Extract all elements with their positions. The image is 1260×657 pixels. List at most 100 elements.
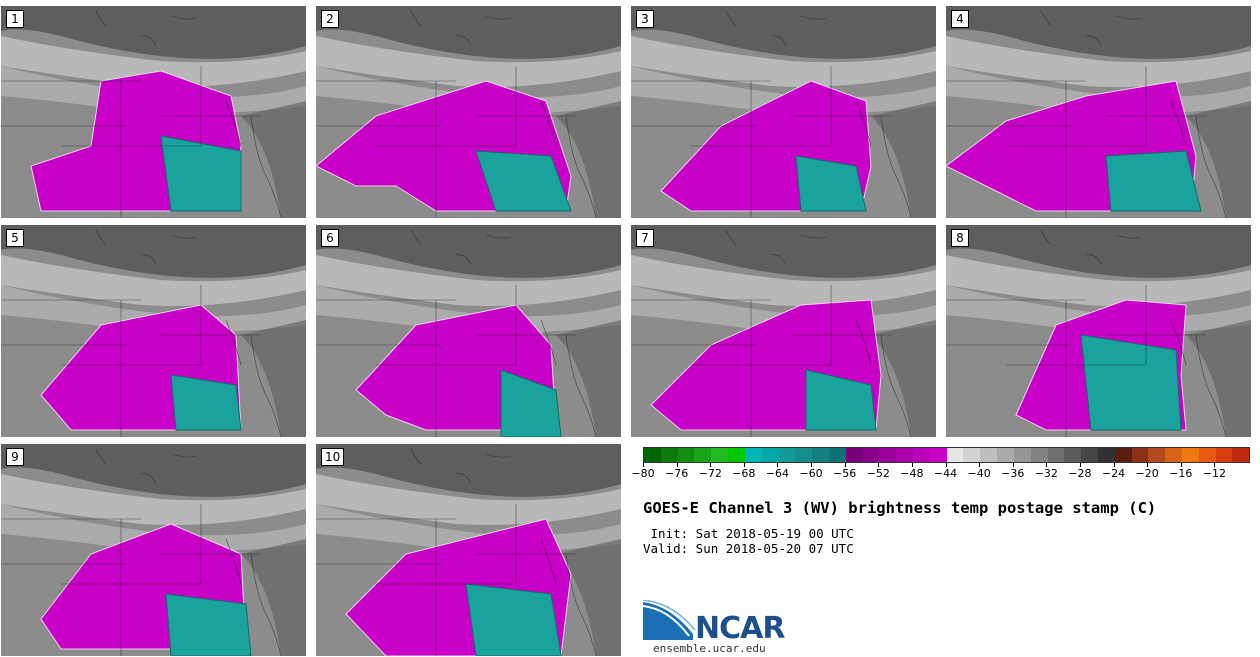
map-image xyxy=(316,444,621,656)
colorbar-cell xyxy=(1131,448,1149,462)
colorbar-cell xyxy=(677,448,695,462)
colorbar-cell xyxy=(694,448,712,462)
colorbar-cell xyxy=(1182,448,1199,462)
panel-9[interactable]: 9 xyxy=(1,444,306,656)
colorbar-tick xyxy=(743,463,745,467)
map-image xyxy=(1,6,306,218)
panel-5[interactable]: 5 xyxy=(1,225,306,437)
init-time: Init: Sat 2018-05-19 00 UTC xyxy=(643,526,854,541)
colorbar-cell xyxy=(660,448,678,462)
colorbar-cell xyxy=(1198,448,1216,462)
colorbar-cell xyxy=(1165,448,1182,462)
colorbar-tick xyxy=(911,463,913,467)
panel-7[interactable]: 7 xyxy=(631,225,936,437)
panel-3[interactable]: 3 xyxy=(631,6,936,218)
ncar-logo-icon xyxy=(643,600,696,640)
panel-label: 2 xyxy=(321,10,339,28)
panel-label: 9 xyxy=(6,448,24,466)
panel-4[interactable]: 4 xyxy=(946,6,1251,218)
colorbar-tick-label: −40 xyxy=(967,467,991,480)
map-image xyxy=(1,444,306,656)
panel-8[interactable]: 8 xyxy=(946,225,1251,437)
panel-label: 8 xyxy=(951,229,969,247)
colorbar-tick xyxy=(945,463,947,467)
colorbar-cell xyxy=(644,448,661,462)
colorbar-tick-label: −32 xyxy=(1034,467,1058,480)
colorbar-cell xyxy=(980,448,998,462)
colorbar-tick-label: −24 xyxy=(1101,467,1126,480)
colorbar-cell xyxy=(728,448,745,462)
colorbar-tick-label: −12 xyxy=(1202,467,1226,480)
colorbar-cell xyxy=(946,448,964,462)
colorbar-cell xyxy=(1114,448,1132,462)
colorbar-cell xyxy=(1148,448,1166,462)
colorbar-tick xyxy=(1147,463,1149,467)
colorbar-tick-label: −68 xyxy=(732,467,756,480)
colorbar-tick-label: −36 xyxy=(1001,467,1025,480)
colorbar-tick xyxy=(676,463,678,467)
figure-title: GOES-E Channel 3 (WV) brightness temp po… xyxy=(643,499,1157,517)
colorbar-tick xyxy=(643,463,644,467)
colorbar-tick xyxy=(710,463,712,467)
colorbar-tick xyxy=(1113,463,1115,467)
colorbar-cell xyxy=(1215,448,1233,462)
colorbar-tick-label: −44 xyxy=(933,467,958,480)
colorbar-tick xyxy=(844,463,846,467)
valid-time: Valid: Sun 2018-05-20 07 UTC xyxy=(643,541,854,556)
colorbar-cell xyxy=(879,448,897,462)
colorbar-tick xyxy=(979,463,981,467)
colorbar-ticks: −80 −76 −72 −68 −64 −60 −56 −52 −48 −44 −40 −36 −32−… xyxy=(631,463,1248,483)
panel-label: 1 xyxy=(6,10,24,28)
colorbar-tick xyxy=(1214,463,1216,467)
colorbar-cell xyxy=(778,448,796,462)
colorbar-cell xyxy=(1232,448,1250,462)
logo-text: NCAR xyxy=(695,611,785,646)
map-image xyxy=(316,6,621,218)
panel-6[interactable]: 6 xyxy=(316,225,621,437)
panel-label: 6 xyxy=(321,229,339,247)
colorbar-tick-label: −20 xyxy=(1135,467,1159,480)
panel-label: 3 xyxy=(636,10,654,28)
colorbar-cell xyxy=(1064,448,1082,462)
panel-2[interactable]: 2 xyxy=(316,6,621,218)
colorbar-cell xyxy=(1013,448,1031,462)
colorbar-tick xyxy=(777,463,779,467)
colorbar-cell xyxy=(913,448,930,462)
colorbar-tick xyxy=(1079,463,1081,467)
colorbar xyxy=(643,447,1250,463)
colorbar-tick-label: −80 xyxy=(631,467,655,480)
colorbar-tick-label: −48 xyxy=(900,467,924,480)
map-image xyxy=(946,6,1251,218)
colorbar-tick-label: −16 xyxy=(1169,467,1193,480)
colorbar-cell xyxy=(828,448,846,462)
colorbar-tick-label: −72 xyxy=(698,467,722,480)
colorbar-tick-label: −76 xyxy=(665,467,689,480)
colorbar-cell xyxy=(929,448,947,462)
colorbar-cell xyxy=(744,448,762,462)
colorbar-cell xyxy=(795,448,813,462)
panel-10[interactable]: 10 xyxy=(316,444,621,656)
colorbar-tick xyxy=(1180,463,1182,467)
panel-1[interactable]: 1 xyxy=(1,6,306,218)
panel-label: 10 xyxy=(321,448,345,466)
colorbar-tick-label: −56 xyxy=(833,467,857,480)
colorbar-tick-label: −60 xyxy=(799,467,823,480)
colorbar-cell xyxy=(1030,448,1048,462)
map-image xyxy=(946,225,1251,437)
colorbar-cell xyxy=(711,448,729,462)
panel-label: 7 xyxy=(636,229,654,247)
map-image xyxy=(631,6,936,218)
map-image xyxy=(316,225,621,437)
map-image xyxy=(1,225,306,437)
colorbar-cell xyxy=(1097,448,1115,462)
colorbar-tick xyxy=(811,463,813,467)
colorbar-cell xyxy=(812,448,829,462)
map-image xyxy=(631,225,936,437)
colorbar-cell xyxy=(1047,448,1065,462)
colorbar-cell xyxy=(896,448,913,462)
website-url: ensemble.ucar.edu xyxy=(653,642,766,655)
colorbar-tick xyxy=(1012,463,1014,467)
panel-label: 5 xyxy=(6,229,24,247)
colorbar-cell xyxy=(997,448,1014,462)
colorbar-cell xyxy=(845,448,863,462)
